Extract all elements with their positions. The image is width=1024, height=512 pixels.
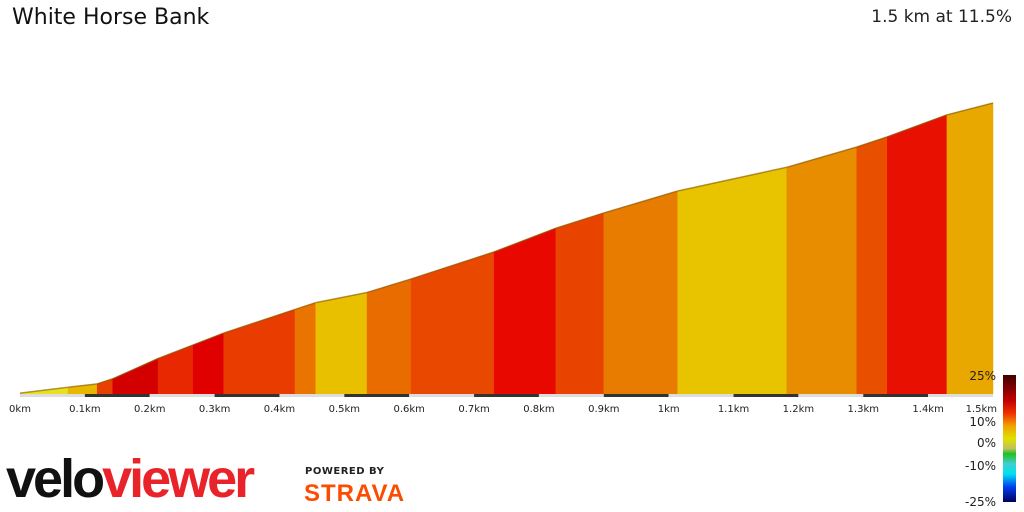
profile-top-edge [603,190,678,214]
profile-segment [856,136,888,395]
x-tick-label: 1.3km [848,404,879,415]
distance-scale-bar [733,394,799,397]
distance-scale-bar [928,394,993,397]
x-tick-label: 1.5km [966,404,997,415]
distance-scale-bar [474,394,539,397]
legend-label: 10% [969,415,996,429]
distance-scale-bar [344,394,410,397]
distance-scale-bar [603,394,669,397]
distance-scale-bar [863,394,929,397]
veloviewer-logo[interactable]: veloviewer [6,449,255,509]
profile-top-edge [67,383,98,388]
profile-top-edge [555,212,605,229]
x-tick-label: 1.4km [912,404,943,415]
legend-label: -10% [965,459,996,473]
profile-top-edge [112,357,159,380]
distance-scale-bar [214,394,280,397]
profile-segment [294,302,317,395]
profile-top-edge [157,344,194,360]
profile-segment [887,114,948,395]
legend-label: 25% [969,369,996,383]
distance-scale-bar [668,394,734,397]
profile-top-edge [294,301,317,311]
distance-scale-bar [149,394,215,397]
profile-segment [315,292,368,395]
powered-by-label: POWERED BY [305,466,385,477]
x-tick-label: 0.6km [393,404,424,415]
logo-part-velo: velo [6,449,105,509]
profile-top-edge [366,278,412,294]
profile-segment [493,227,557,395]
x-tick-label: 0.7km [458,404,489,415]
logo-part-viewer: viewer [102,449,255,509]
legend-label: -25% [965,495,996,509]
distance-scale-bar [279,394,345,397]
profile-top-edge [410,251,495,280]
distance-scale-bar [538,394,604,397]
x-tick-label: 0.9km [588,404,619,415]
distance-scale-bar [84,394,150,397]
profile-segment [192,332,224,395]
profile-segment [946,102,994,395]
profile-top-edge [223,308,296,334]
profile-segment [223,309,296,395]
profile-segment [603,190,678,395]
gradient-legend-bar [1003,375,1016,502]
x-tick-label: 0.2km [134,404,165,415]
profile-top-edge [786,146,857,169]
profile-top-edge [19,386,69,394]
profile-top-edge [887,114,948,138]
x-tick-label: 0.1km [69,404,100,415]
strava-logo[interactable]: STRAVA [304,480,406,507]
x-tick-label: 0.8km [523,404,554,415]
distance-scale-bar [798,394,864,397]
profile-top-edge [946,102,994,116]
profile-segment [555,212,605,395]
profile-segment [366,278,412,395]
profile-segment [677,166,787,395]
profile-top-edge [677,166,787,192]
profile-segment [410,251,495,395]
climb-summary: 1.5 km at 11.5% [871,7,1012,27]
x-tick-label: 1.1km [718,404,749,415]
profile-segment [786,146,858,395]
x-tick-label: 1km [658,404,680,415]
x-tick-label: 0.3km [199,404,230,415]
climb-title: White Horse Bank [12,5,210,30]
profile-top-edge [96,378,113,385]
distance-scale-bar [20,394,85,397]
profile-top-edge [493,227,557,253]
x-tick-label: 0.5km [329,404,360,415]
x-tick-label: 0km [9,404,31,415]
profile-top-edge [192,332,224,346]
legend-label: 0% [977,436,996,450]
x-tick-label: 0.4km [264,404,295,415]
distance-scale-bar [409,394,475,397]
profile-top-edge [315,291,368,304]
x-tick-label: 1.2km [783,404,814,415]
profile-top-edge [856,136,888,148]
